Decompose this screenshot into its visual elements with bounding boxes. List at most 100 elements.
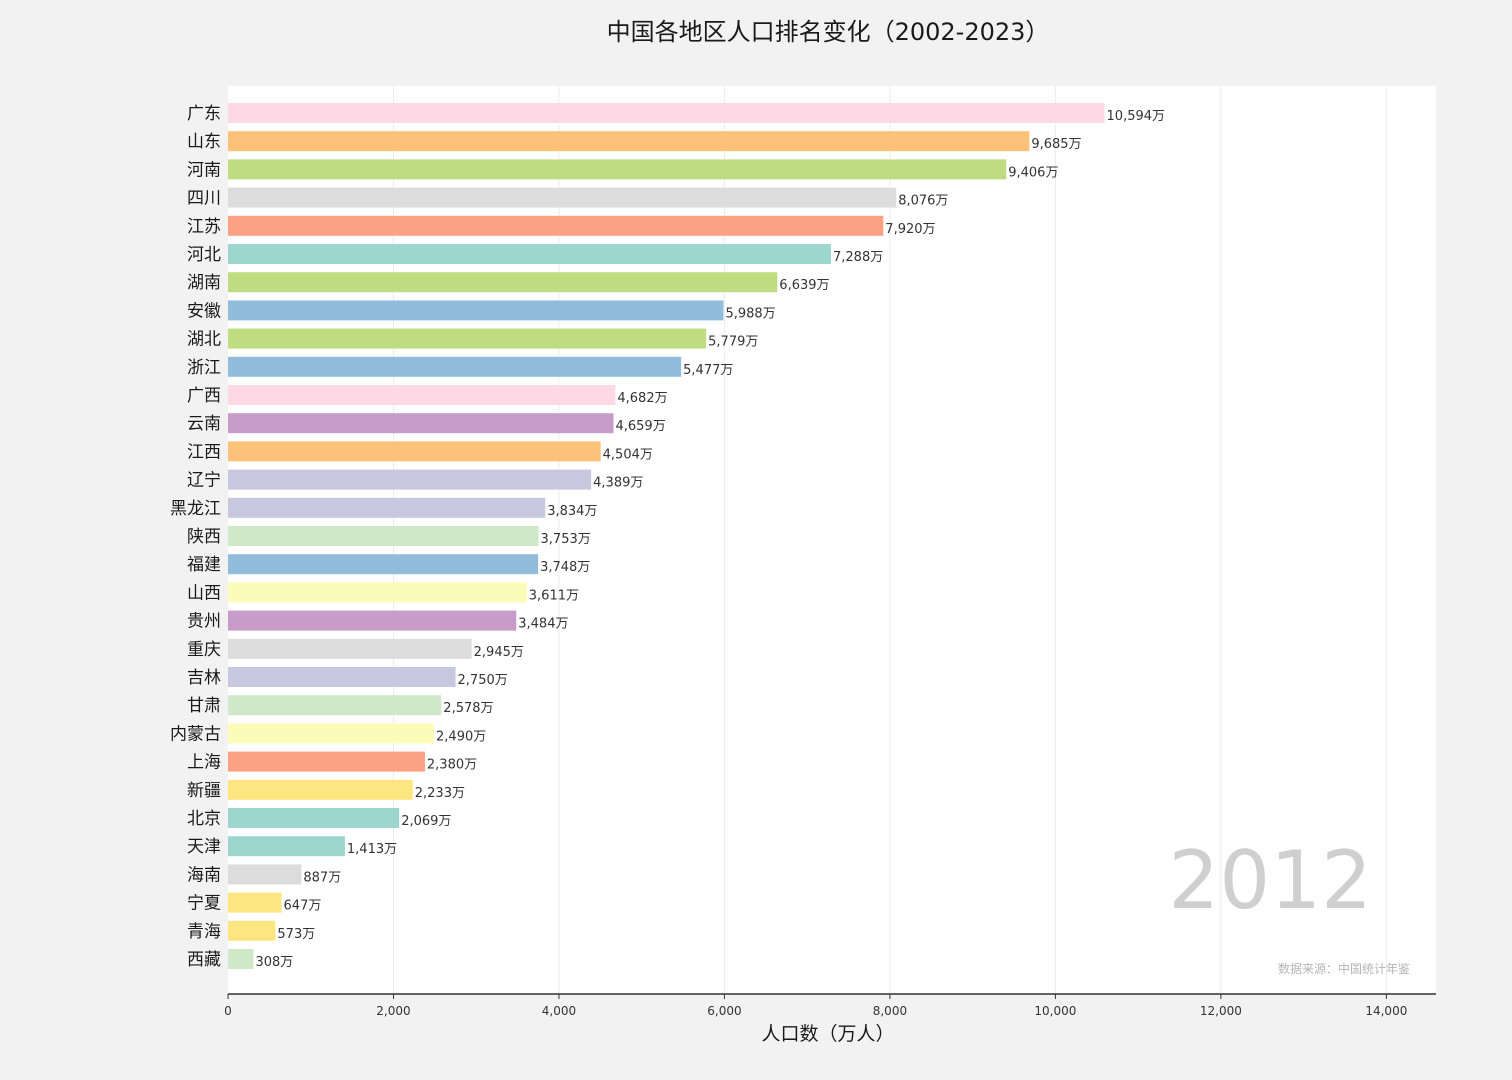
category-label: 陕西 <box>187 527 221 547</box>
category-label: 重庆 <box>187 640 221 660</box>
bar <box>228 582 527 603</box>
bar <box>228 920 276 941</box>
value-label: 9,406万 <box>1008 165 1058 180</box>
category-label: 福建 <box>187 555 221 575</box>
value-label: 7,288万 <box>833 250 883 265</box>
value-label: 3,611万 <box>529 588 579 603</box>
category-label: 黑龙江 <box>170 499 221 519</box>
category-label: 广西 <box>187 386 221 406</box>
category-label: 内蒙古 <box>170 724 221 744</box>
bar <box>228 328 707 349</box>
category-label: 四川 <box>187 189 221 209</box>
value-label: 2,750万 <box>458 673 508 688</box>
x-tick-label: 4,000 <box>542 1004 576 1018</box>
bar <box>228 131 1030 152</box>
value-label: 2,578万 <box>443 701 493 716</box>
bar <box>228 949 254 969</box>
x-axis-label: 人口数（万人） <box>761 1023 894 1045</box>
bar <box>228 892 282 913</box>
value-label: 4,504万 <box>603 447 653 462</box>
bar <box>228 469 592 490</box>
value-label: 2,945万 <box>474 645 524 660</box>
value-label: 9,685万 <box>1031 137 1081 152</box>
bar <box>228 215 884 236</box>
source-note: 数据来源：中国统计年鉴 <box>1278 961 1410 976</box>
x-tick-label: 12,000 <box>1200 1004 1242 1018</box>
value-label: 647万 <box>284 899 322 914</box>
bar <box>228 187 897 208</box>
bar <box>228 638 472 659</box>
bar <box>228 413 614 434</box>
gridlines <box>392 86 1387 994</box>
bar <box>228 103 1105 123</box>
value-label: 5,988万 <box>725 306 775 321</box>
value-label: 7,920万 <box>885 222 935 237</box>
category-label: 湖北 <box>187 330 221 350</box>
category-label: 云南 <box>187 414 221 434</box>
value-label: 308万 <box>255 955 293 970</box>
category-label: 河南 <box>187 160 221 180</box>
bar <box>228 836 345 857</box>
category-label: 江西 <box>187 442 221 462</box>
category-label: 上海 <box>187 753 221 773</box>
category-label: 江苏 <box>187 217 221 237</box>
bar <box>228 159 1007 180</box>
year-label: 2012 <box>1168 834 1372 927</box>
value-label: 573万 <box>277 927 315 942</box>
value-label: 4,389万 <box>593 476 643 491</box>
bar <box>228 695 442 716</box>
category-label: 宁夏 <box>187 894 221 914</box>
bar <box>228 356 682 377</box>
category-label: 山东 <box>187 132 221 152</box>
category-label: 广东 <box>187 104 221 124</box>
value-label: 10,594万 <box>1107 109 1166 124</box>
category-label: 海南 <box>187 865 221 885</box>
chart-title: 中国各地区人口排名变化（2002-2023） <box>607 18 1050 46</box>
value-label: 2,069万 <box>401 814 451 829</box>
bar <box>228 808 400 828</box>
x-tick-label: 6,000 <box>707 1004 741 1018</box>
bar <box>228 779 413 800</box>
bar <box>228 864 302 885</box>
bar <box>228 244 832 264</box>
bar <box>228 610 517 631</box>
bar <box>228 526 539 546</box>
value-label: 3,753万 <box>541 532 591 547</box>
x-tick-label: 10,000 <box>1034 1004 1076 1018</box>
category-label: 安徽 <box>187 301 221 321</box>
value-label: 6,639万 <box>779 278 829 293</box>
category-label: 浙江 <box>187 358 221 378</box>
value-label: 3,484万 <box>518 617 568 632</box>
x-axis-ticks: 0 2,000 4,000 6,000 8,000 10,000 12,000 14,000 <box>224 994 1407 1018</box>
bar <box>228 723 435 744</box>
bar <box>228 272 778 293</box>
value-label: 2,233万 <box>415 786 465 801</box>
bar <box>228 441 601 462</box>
x-tick-label: 8,000 <box>873 1004 907 1018</box>
value-label: 1,413万 <box>347 842 397 857</box>
x-tick-label: 14,000 <box>1365 1004 1407 1018</box>
bar <box>228 385 616 405</box>
x-tick-label: 0 <box>224 1004 232 1018</box>
category-label: 新疆 <box>187 781 221 801</box>
category-label: 河北 <box>187 245 221 265</box>
value-label: 5,477万 <box>683 363 733 378</box>
bar <box>228 300 724 321</box>
category-label: 西藏 <box>187 950 221 970</box>
category-label: 北京 <box>187 809 221 829</box>
category-label: 贵州 <box>187 612 221 632</box>
category-label: 青海 <box>187 922 221 942</box>
value-label: 2,490万 <box>436 729 486 744</box>
x-tick-label: 2,000 <box>376 1004 410 1018</box>
value-label: 4,682万 <box>617 391 667 406</box>
bar <box>228 497 546 518</box>
value-label: 8,076万 <box>898 194 948 209</box>
category-label: 吉林 <box>187 668 221 688</box>
value-label: 4,659万 <box>615 419 665 434</box>
value-label: 5,779万 <box>708 335 758 350</box>
bar <box>228 554 539 575</box>
value-label: 3,748万 <box>540 560 590 575</box>
value-label: 887万 <box>303 870 341 885</box>
